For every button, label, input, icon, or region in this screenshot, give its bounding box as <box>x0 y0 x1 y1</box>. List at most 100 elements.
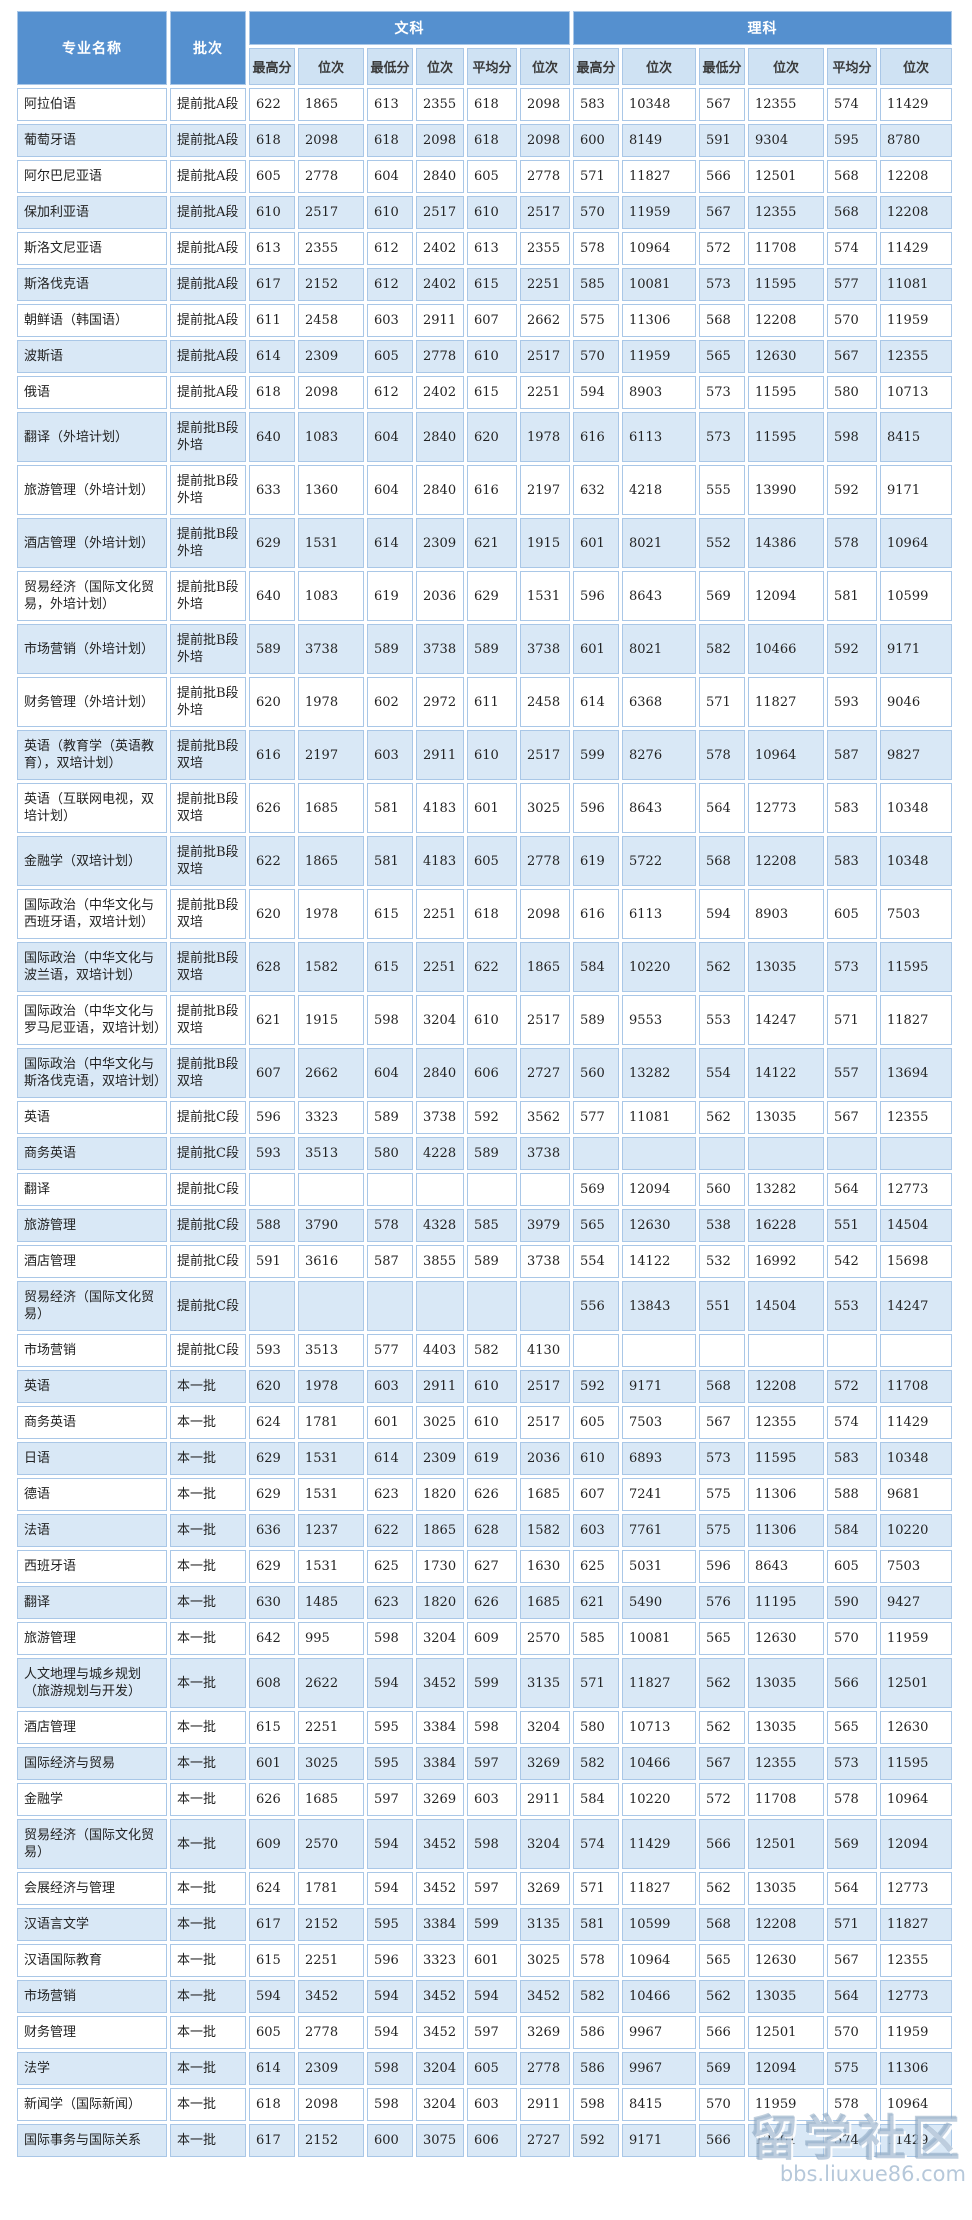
score-cell: 626 <box>249 783 295 833</box>
score-cell: 601 <box>573 624 619 674</box>
score-cell: 9171 <box>622 1370 696 1403</box>
score-cell: 2727 <box>520 1048 570 1098</box>
score-cell: 620 <box>249 889 295 939</box>
batch-cell: 本一批 <box>170 2088 246 2121</box>
major-name-cell: 国际政治（中华文化与波兰语，双培计划） <box>17 942 167 992</box>
score-cell <box>249 1173 295 1206</box>
batch-cell: 提前批A段 <box>170 268 246 301</box>
major-name-cell: 新闻学（国际新闻） <box>17 2088 167 2121</box>
score-cell: 2098 <box>298 376 364 409</box>
major-name-cell: 商务英语 <box>17 1137 167 1170</box>
score-cell: 566 <box>827 1658 877 1708</box>
major-name-cell: 德语 <box>17 1478 167 1511</box>
score-cell: 7503 <box>880 889 952 939</box>
batch-cell: 提前批B段 外培 <box>170 412 246 462</box>
score-cell <box>699 1334 745 1367</box>
score-cell: 1865 <box>520 942 570 992</box>
score-cell: 3204 <box>416 1622 464 1655</box>
table-row: 市场营销 提前批C段 593 3513 577 4403 582 4130 <box>17 1334 952 1367</box>
major-name-cell: 日语 <box>17 1442 167 1475</box>
score-cell: 601 <box>367 1406 413 1439</box>
score-cell: 571 <box>573 160 619 193</box>
score-cell: 13035 <box>748 942 824 992</box>
score-cell: 624 <box>249 1872 295 1905</box>
score-cell: 12630 <box>748 1944 824 1977</box>
score-cell: 622 <box>367 1514 413 1547</box>
score-cell: 568 <box>699 304 745 337</box>
score-cell: 607 <box>249 1048 295 1098</box>
score-cell: 2251 <box>520 376 570 409</box>
score-cell: 2840 <box>416 160 464 193</box>
score-cell: 577 <box>827 268 877 301</box>
score-cell: 7503 <box>622 1406 696 1439</box>
score-cell: 10713 <box>880 376 952 409</box>
major-name-cell: 法学 <box>17 2052 167 2085</box>
score-cell: 626 <box>249 1783 295 1816</box>
score-cell: 642 <box>249 1622 295 1655</box>
score-cell: 613 <box>367 88 413 121</box>
score-cell: 582 <box>573 1980 619 2013</box>
score-cell: 3025 <box>416 1406 464 1439</box>
score-cell: 596 <box>573 571 619 621</box>
score-cell: 12501 <box>748 2124 824 2157</box>
score-cell: 566 <box>699 2124 745 2157</box>
batch-cell: 本一批 <box>170 2052 246 2085</box>
table-row: 英语（互联网电视，双培计划） 提前批B段 双培 626 1685 581 4183 601 3… <box>17 783 952 833</box>
score-cell: 11595 <box>748 1442 824 1475</box>
table-row: 英语 本一批 620 1978 603 2911 610 2517 592 9171 568 1220… <box>17 1370 952 1403</box>
score-cell: 593 <box>827 677 877 727</box>
score-cell: 603 <box>573 1514 619 1547</box>
score-cell: 3135 <box>520 1908 570 1941</box>
score-cell: 12208 <box>880 160 952 193</box>
score-cell: 10964 <box>622 1944 696 1977</box>
score-cell: 12773 <box>748 783 824 833</box>
major-name-cell: 会展经济与管理 <box>17 1872 167 1905</box>
score-cell: 589 <box>573 995 619 1045</box>
score-cell: 620 <box>249 1370 295 1403</box>
score-cell: 1978 <box>298 889 364 939</box>
score-cell: 562 <box>699 1658 745 1708</box>
score-cell: 11595 <box>880 942 952 992</box>
score-cell: 622 <box>249 88 295 121</box>
score-cell: 605 <box>467 2052 517 2085</box>
score-cell: 629 <box>467 571 517 621</box>
score-cell: 592 <box>827 624 877 674</box>
score-cell: 575 <box>699 1514 745 1547</box>
score-cell: 2152 <box>298 1908 364 1941</box>
score-cell: 11306 <box>748 1514 824 1547</box>
score-cell: 570 <box>827 2016 877 2049</box>
score-cell: 618 <box>249 376 295 409</box>
score-cell: 11959 <box>622 196 696 229</box>
score-cell: 11827 <box>622 1658 696 1708</box>
table-row: 贸易经济（国际文化贸易） 本一批 609 2570 594 3452 598 3204 574 1… <box>17 1819 952 1869</box>
batch-cell: 提前批C段 <box>170 1209 246 1242</box>
table-row: 斯洛文尼亚语 提前批A段 613 2355 612 2402 613 2355 578 10964… <box>17 232 952 265</box>
score-cell: 616 <box>573 889 619 939</box>
score-cell: 13035 <box>748 1101 824 1134</box>
header-sub-row: 最高分 位次 最低分 位次 平均分 位次 最高分 位次 最低分 位次 平均分 位… <box>17 48 952 85</box>
score-cell: 611 <box>249 304 295 337</box>
score-cell: 1531 <box>298 1478 364 1511</box>
score-cell: 629 <box>249 1442 295 1475</box>
score-cell: 12501 <box>748 1819 824 1869</box>
score-cell: 562 <box>699 942 745 992</box>
score-cell: 3269 <box>520 1872 570 1905</box>
score-cell: 10348 <box>880 783 952 833</box>
score-cell: 9553 <box>622 995 696 1045</box>
score-cell: 586 <box>573 2016 619 2049</box>
batch-cell: 本一批 <box>170 1747 246 1780</box>
score-cell: 11827 <box>880 995 952 1045</box>
score-cell: 2778 <box>520 836 570 886</box>
table-row: 商务英语 本一批 624 1781 601 3025 610 2517 605 7503 567 12… <box>17 1406 952 1439</box>
score-cell: 605 <box>249 160 295 193</box>
score-cell: 10466 <box>622 1980 696 2013</box>
score-cell: 596 <box>249 1101 295 1134</box>
score-cell: 14247 <box>880 1281 952 1331</box>
score-cell: 564 <box>827 1872 877 1905</box>
score-cell: 562 <box>699 1980 745 2013</box>
table-row: 法学 本一批 614 2309 598 3204 605 2778 586 9967 569 1209… <box>17 2052 952 2085</box>
score-cell: 574 <box>573 1819 619 1869</box>
major-name-cell: 阿尔巴尼亚语 <box>17 160 167 193</box>
score-cell: 13843 <box>622 1281 696 1331</box>
score-cell: 569 <box>699 571 745 621</box>
